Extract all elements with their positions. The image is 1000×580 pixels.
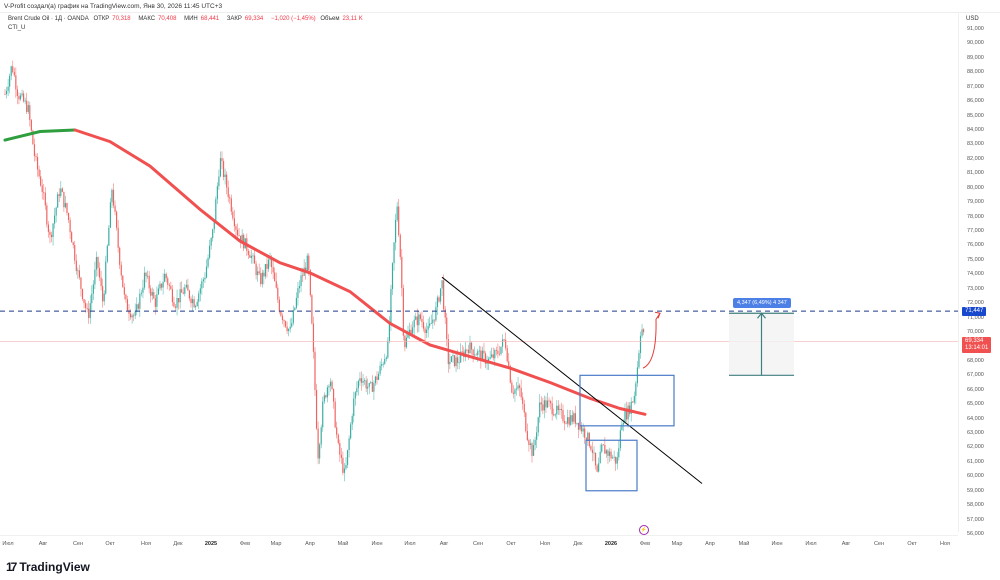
price-tick: 78,000 (967, 213, 984, 220)
time-tick: 2025 (204, 541, 218, 547)
time-tick: Окт (506, 541, 516, 547)
price-tick: 89,000 (967, 54, 984, 61)
time-tick: Ноя (140, 541, 152, 547)
price-tick: 76,000 (967, 242, 984, 249)
time-tick: Фев (239, 541, 251, 547)
price-tick: 87,000 (967, 83, 984, 90)
event-marker-icon[interactable]: ⚡ (639, 525, 649, 535)
time-tick: Июн (771, 541, 783, 547)
legend-open: 70,318 (112, 16, 131, 22)
price-tick: 74,000 (967, 271, 984, 278)
time-tick: Окт (105, 541, 115, 547)
time-tick: Июн (371, 541, 383, 547)
time-tick: Авг (38, 541, 48, 547)
price-tick: 77,000 (967, 228, 984, 235)
legend-change: −1,020 (−1,45%) (270, 16, 316, 22)
time-axis[interactable]: Июл Авг Сен Окт Ноя Дек 2025 Фев Мар Апр Май Июн Июл… (0, 535, 958, 548)
time-tick: Ноя (539, 541, 551, 547)
price-tick: 75,000 (967, 256, 984, 263)
tradingview-brand: 17 TradingView (6, 560, 90, 574)
legend-high: 70,408 (158, 16, 177, 22)
time-tick: Июл (2, 541, 14, 547)
time-tick: Мар (270, 541, 282, 547)
price-chart-canvas[interactable] (0, 0, 958, 545)
price-tick: 64,000 (967, 415, 984, 422)
price-tick: 79,000 (967, 199, 984, 206)
price-tick: 59,000 (967, 487, 984, 494)
price-tick: 80,000 (967, 184, 984, 191)
time-tick: Сен (472, 541, 484, 547)
time-tick: Авг (439, 541, 449, 547)
chart-credit: V-Profit создал(а) график на TradingView… (4, 3, 223, 10)
last-price-tag: 69,334 13:14:01 (962, 337, 992, 353)
price-tick: 86,000 (967, 98, 984, 105)
time-tick: Дек (173, 541, 183, 547)
price-tick: 65,000 (967, 401, 984, 408)
legend-symbol[interactable]: Brent Crude Oil · 1Д · OANDA (8, 16, 89, 22)
legend-low: 68,441 (200, 16, 220, 22)
currency-label[interactable]: USD (966, 16, 979, 22)
chart-frame[interactable] (0, 12, 1000, 546)
price-tick: 81,000 (967, 170, 984, 177)
price-tick: 57,000 (967, 516, 984, 523)
tradingview-logo-icon: 17 (6, 560, 17, 574)
time-tick: Авг (841, 541, 851, 547)
indicator-label[interactable]: CTI_U (8, 25, 26, 31)
time-tick: Сен (873, 541, 885, 547)
price-tick: 71,000 (967, 314, 984, 321)
price-tick: 58,000 (967, 502, 984, 509)
legend-close: 69,334 (244, 16, 264, 22)
price-tick: 90,000 (967, 40, 984, 47)
time-tick: 2026 (604, 541, 618, 547)
brand-name: TradingView (19, 560, 90, 574)
price-tick: 68,000 (967, 357, 984, 364)
price-axis[interactable]: 91,000 90,000 89,000 88,000 87,000 86,000 85,0… (958, 12, 1000, 537)
time-tick: Сен (72, 541, 84, 547)
time-tick: Фев (639, 541, 651, 547)
price-tick: 56,000 (967, 531, 984, 538)
chart-legend: Brent Crude Oil · 1Д · OANDA ОТКР 70,318 … (8, 15, 369, 33)
price-tick: 88,000 (967, 69, 984, 76)
time-tick: Ноя (939, 541, 951, 547)
price-tick: 85,000 (967, 112, 984, 119)
price-tick: 60,000 (967, 473, 984, 480)
time-tick: Мар (671, 541, 683, 547)
level-price-tag: 71,447 (962, 307, 987, 316)
price-tick: 82,000 (967, 155, 984, 162)
price-tick: 84,000 (967, 127, 984, 133)
price-tick: 91,000 (967, 26, 984, 32)
price-tick: 66,000 (967, 386, 984, 393)
time-tick: Дек (573, 541, 583, 547)
price-tick: 63,000 (967, 430, 984, 437)
measure-label: 4,347 (6,49%) 4 347 (733, 298, 791, 308)
price-tick: 72,000 (967, 300, 984, 307)
price-tick: 73,000 (967, 285, 984, 292)
time-tick: Апр (705, 541, 715, 547)
legend-volume: 23,11 K (342, 16, 363, 22)
time-tick: Окт (907, 541, 917, 547)
price-tick: 83,000 (967, 141, 984, 148)
price-tick: 61,000 (967, 458, 984, 465)
price-tick: 67,000 (967, 372, 984, 379)
time-tick: Июл (805, 541, 817, 547)
price-tick: 70,000 (967, 329, 984, 336)
time-tick: Май (337, 541, 349, 547)
time-tick: Апр (305, 541, 315, 547)
time-tick: Май (738, 541, 750, 547)
price-tick: 62,000 (967, 444, 984, 451)
time-tick: Июл (404, 541, 416, 547)
